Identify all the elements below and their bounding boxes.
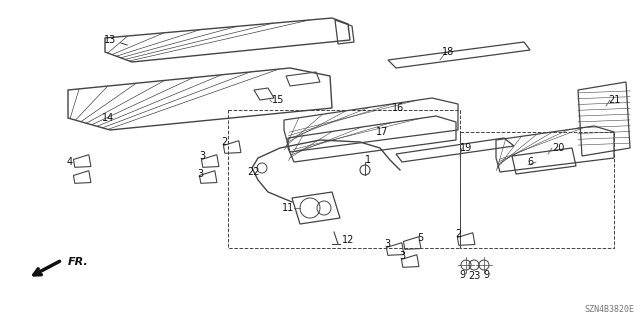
Text: FR.: FR. [68, 257, 89, 267]
Text: 17: 17 [376, 127, 388, 137]
Text: SZN4B3820E: SZN4B3820E [584, 305, 634, 314]
Text: 14: 14 [102, 113, 114, 123]
Text: 3: 3 [384, 239, 390, 249]
Text: 21: 21 [608, 95, 620, 105]
Text: 9: 9 [483, 270, 489, 280]
Text: 13: 13 [104, 35, 116, 45]
Text: 18: 18 [442, 47, 454, 57]
Text: 1: 1 [365, 155, 371, 165]
Text: 15: 15 [272, 95, 284, 105]
Text: 2: 2 [221, 137, 227, 147]
Text: 5: 5 [417, 233, 423, 243]
Text: 9: 9 [459, 270, 465, 280]
Text: 3: 3 [197, 169, 203, 179]
Text: 12: 12 [342, 235, 354, 245]
Text: 6: 6 [527, 157, 533, 167]
Text: 3: 3 [399, 251, 405, 261]
Text: 4: 4 [67, 157, 73, 167]
Text: 23: 23 [468, 271, 480, 281]
Text: 20: 20 [552, 143, 564, 153]
Text: 2: 2 [455, 229, 461, 239]
Text: 19: 19 [460, 143, 472, 153]
Text: 3: 3 [199, 151, 205, 161]
Text: 22: 22 [248, 167, 260, 177]
Text: 11: 11 [282, 203, 294, 213]
Text: 16: 16 [392, 103, 404, 113]
